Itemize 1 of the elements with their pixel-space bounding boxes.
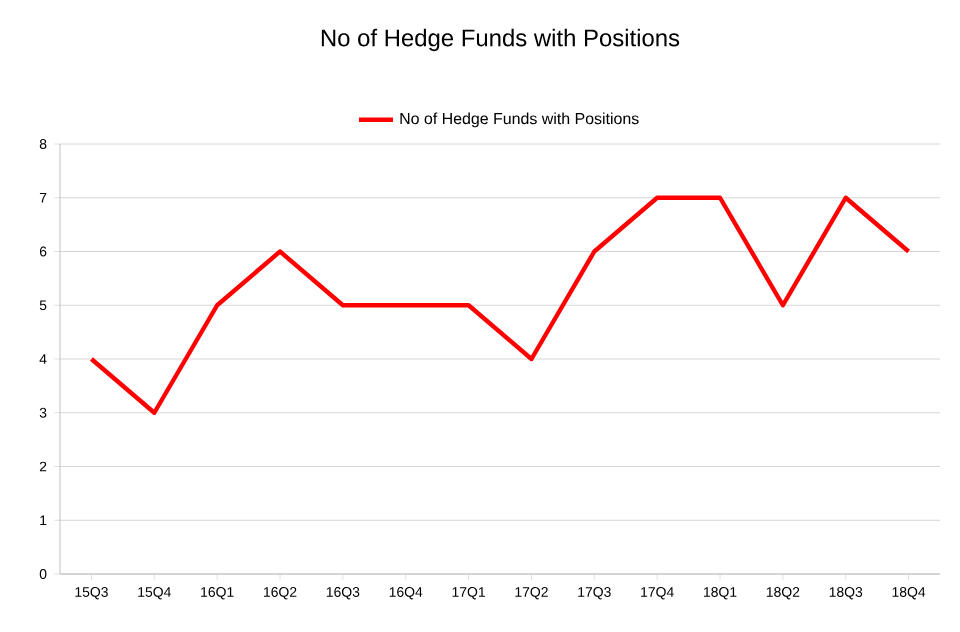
chart-title: No of Hedge Funds with Positions bbox=[321, 28, 680, 52]
